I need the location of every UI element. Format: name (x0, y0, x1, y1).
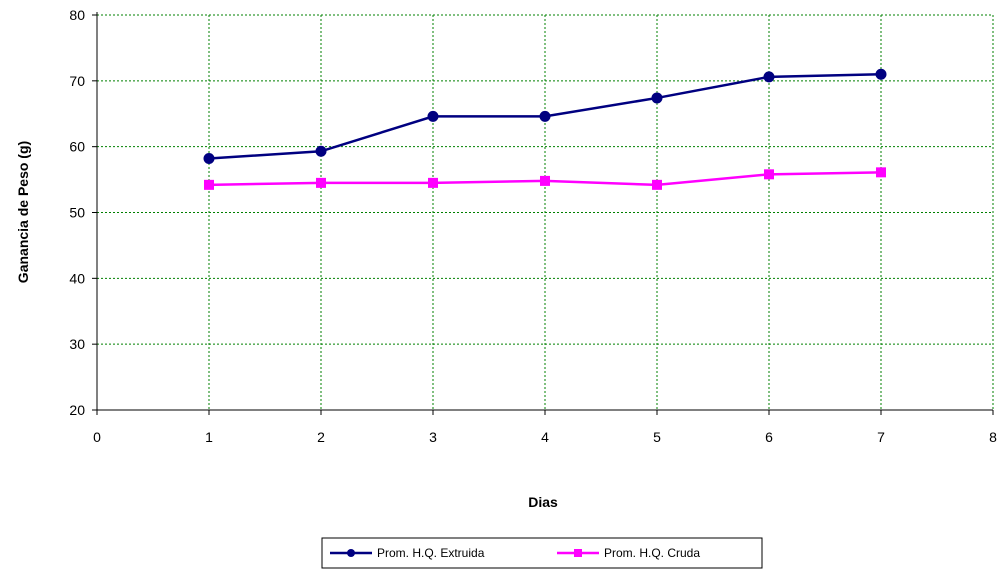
axes (92, 12, 994, 415)
y-tick-label: 70 (69, 73, 85, 89)
x-tick-label: 3 (429, 429, 437, 445)
x-axis-label: Dias (528, 494, 558, 510)
legend: Prom. H.Q. Extruida Prom. H.Q. Cruda (321, 537, 763, 569)
y-tick-labels: 20 30 40 50 60 70 80 (69, 7, 85, 418)
x-tick-label: 5 (653, 429, 661, 445)
legend-swatch-marker (574, 549, 582, 557)
data-point (316, 177, 326, 188)
data-point (652, 179, 662, 190)
legend-label: Prom. H.Q. Cruda (604, 546, 700, 560)
x-tick-label: 1 (205, 429, 213, 445)
data-point (651, 92, 663, 104)
y-tick-label: 80 (69, 7, 85, 23)
x-tick-label: 2 (317, 429, 325, 445)
x-tick-label: 7 (877, 429, 885, 445)
y-tick-label: 50 (69, 205, 85, 221)
grid-lines (97, 14, 994, 410)
data-point (428, 177, 438, 188)
x-tick-labels: 0 1 2 3 4 5 6 7 8 (93, 429, 997, 445)
series-1 (203, 68, 887, 165)
x-tick-label: 6 (765, 429, 773, 445)
data-point (763, 71, 775, 83)
x-tick-label: 4 (541, 429, 549, 445)
y-tick-label: 40 (69, 270, 85, 286)
legend-label: Prom. H.Q. Extruida (377, 546, 485, 560)
data-point (539, 110, 551, 122)
legend-swatch-marker (347, 549, 355, 557)
y-tick-label: 20 (69, 402, 85, 418)
legend-box (321, 537, 763, 569)
x-tick-label: 8 (989, 429, 997, 445)
data-point (203, 153, 215, 165)
data-point (875, 68, 887, 80)
data-point (540, 175, 550, 186)
data-point (315, 145, 327, 157)
data-point (876, 167, 886, 178)
y-tick-label: 30 (69, 336, 85, 352)
data-point (427, 110, 439, 122)
data-point (204, 179, 214, 190)
x-tick-label: 0 (93, 429, 101, 445)
y-tick-label: 60 (69, 139, 85, 155)
data-point (764, 169, 774, 180)
series-group (203, 68, 887, 190)
series-2 (204, 167, 886, 190)
y-axis-label: Ganancia de Peso (g) (15, 141, 31, 283)
